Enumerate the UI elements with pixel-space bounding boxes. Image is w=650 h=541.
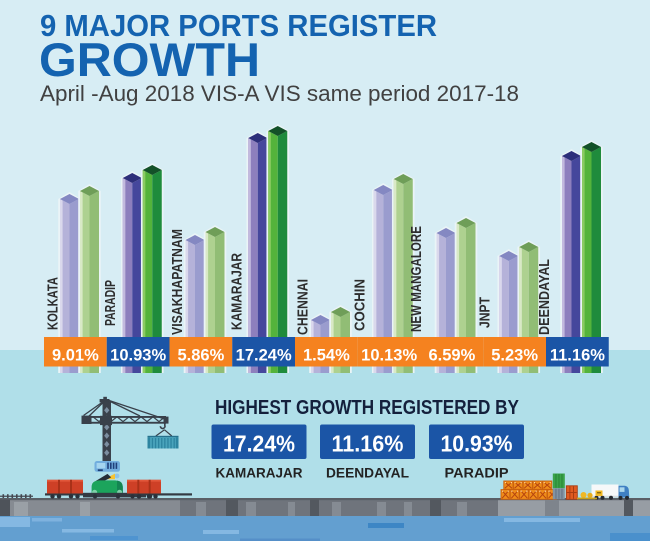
svg-text:9.01%: 9.01% (52, 346, 99, 364)
svg-text:KAMARAJAR: KAMARAJAR (229, 253, 246, 330)
svg-text:9 MAJOR PORTS REGISTER: 9 MAJOR PORTS REGISTER (40, 8, 437, 43)
svg-text:PARADIP: PARADIP (445, 465, 509, 481)
svg-text:GROWTH: GROWTH (39, 33, 260, 86)
svg-text:DEENDAYAL: DEENDAYAL (536, 259, 553, 335)
svg-text:10.93%: 10.93% (441, 431, 513, 457)
svg-text:5.23%: 5.23% (491, 346, 538, 364)
svg-text:VISAKHAPATNAM: VISAKHAPATNAM (169, 229, 186, 335)
svg-text:JNPT: JNPT (477, 297, 494, 328)
svg-text:PARADIP: PARADIP (102, 280, 119, 326)
svg-text:1.54%: 1.54% (303, 346, 350, 364)
svg-text:17.24%: 17.24% (236, 346, 292, 364)
svg-text:HIGHEST GROWTH REGISTERED BY: HIGHEST GROWTH REGISTERED BY (215, 397, 520, 419)
svg-text:10.13%: 10.13% (361, 346, 417, 364)
svg-text:April -Aug 2018 VIS-A VIS same: April -Aug 2018 VIS-A VIS same period 20… (40, 81, 519, 106)
svg-text:KOLKATA: KOLKATA (45, 277, 62, 330)
svg-text:5.86%: 5.86% (178, 346, 225, 364)
svg-text:6.59%: 6.59% (429, 346, 476, 364)
svg-text:CHENNAI: CHENNAI (295, 279, 312, 335)
svg-text:11.16%: 11.16% (332, 431, 404, 457)
svg-text:17.24%: 17.24% (223, 431, 295, 457)
svg-text:DEENDAYAL: DEENDAYAL (326, 465, 409, 481)
svg-text:COCHIN: COCHIN (352, 279, 369, 331)
svg-text:11.16%: 11.16% (550, 346, 605, 364)
svg-text:NEW MANGALORE: NEW MANGALORE (408, 226, 425, 332)
svg-text:10.93%: 10.93% (110, 346, 166, 364)
svg-text:KAMARAJAR: KAMARAJAR (216, 465, 303, 481)
